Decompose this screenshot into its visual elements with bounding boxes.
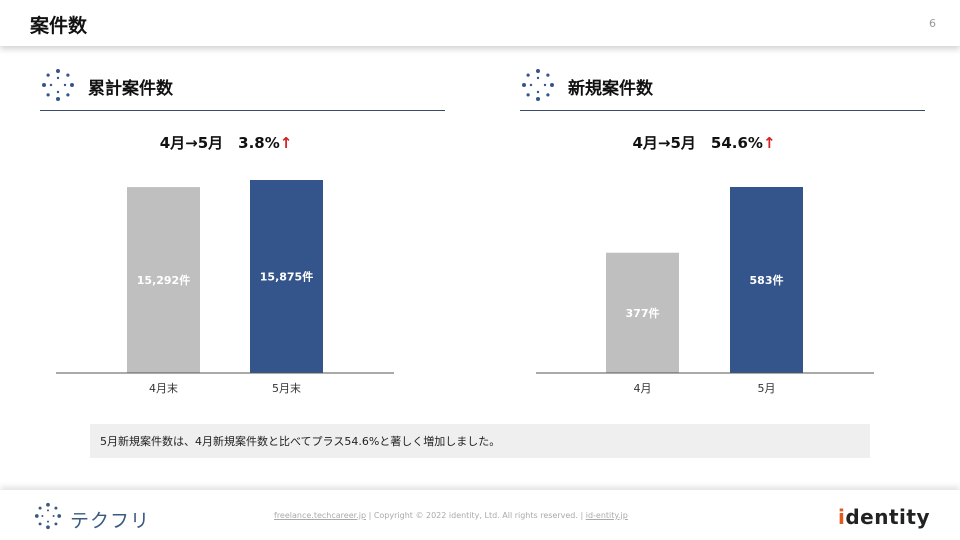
up-arrow-icon: ↑ [279,134,293,152]
section-title: 新規案件数 [568,79,653,99]
page-title: 案件数 [30,15,88,37]
category-label: 4月末 [149,381,178,395]
bar-4月 [606,252,679,373]
section-header-new: 新規案件数 [520,64,925,111]
techcareer-link[interactable]: freelance.techcareer.jp [274,511,367,520]
summary-note-text: 5月新規案件数は、4月新規案件数と比べてプラス54.6%と著しく増加しました。 [100,435,501,448]
growth-text: 4月→5月 54.6% [632,134,763,152]
bar-data-label: 377件 [626,306,660,320]
section-title: 累計案件数 [88,79,173,99]
techfuri-logo-icon [34,502,62,530]
page-number: 6 [929,17,936,30]
category-label: 5月 [758,382,776,395]
category-label: 4月 [634,382,652,395]
copyright-text: Copyright © 2022 identity, Ltd. All righ… [373,511,578,520]
growth-text: 4月→5月 3.8% [159,134,280,152]
brand-name: テクフリ [70,510,151,532]
identity-logo: identity [838,505,930,529]
up-arrow-icon: ↑ [762,134,776,152]
bar-chart-cumulative: 15,292件 4月末 15,875件 5月末 [56,180,394,395]
section-header-cumulative: 累計案件数 [40,64,445,111]
bar-chart-new: 377件 4月 583件 5月 [536,187,874,395]
category-label: 5月末 [272,381,301,395]
bar-4月末 [127,187,200,373]
identity-logo-i: i [838,505,846,529]
bar-5月末 [250,180,323,373]
identity-logo-rest: dentity [845,505,930,529]
summary-note: 5月新規案件数は、4月新規案件数と比べてプラス54.6%と著しく増加しました。 [90,424,870,458]
growth-rate: 4月→5月 54.6%↑ [554,132,854,153]
bar-5月 [730,187,803,373]
footer-links: freelance.techcareer.jp | Copyright © 20… [274,511,628,520]
dot-ring-logo-icon [522,69,554,101]
dot-ring-logo-icon [42,69,74,101]
bar-data-label: 583件 [750,273,784,287]
identity-link[interactable]: id-entity.jp [585,511,628,520]
growth-rate: 4月→5月 3.8%↑ [76,132,376,153]
header-bar: 案件数 6 [0,0,960,46]
bar-data-label: 15,875件 [260,270,313,284]
bar-data-label: 15,292件 [137,273,190,287]
footer: テクフリ freelance.techcareer.jp | Copyright… [0,490,960,540]
